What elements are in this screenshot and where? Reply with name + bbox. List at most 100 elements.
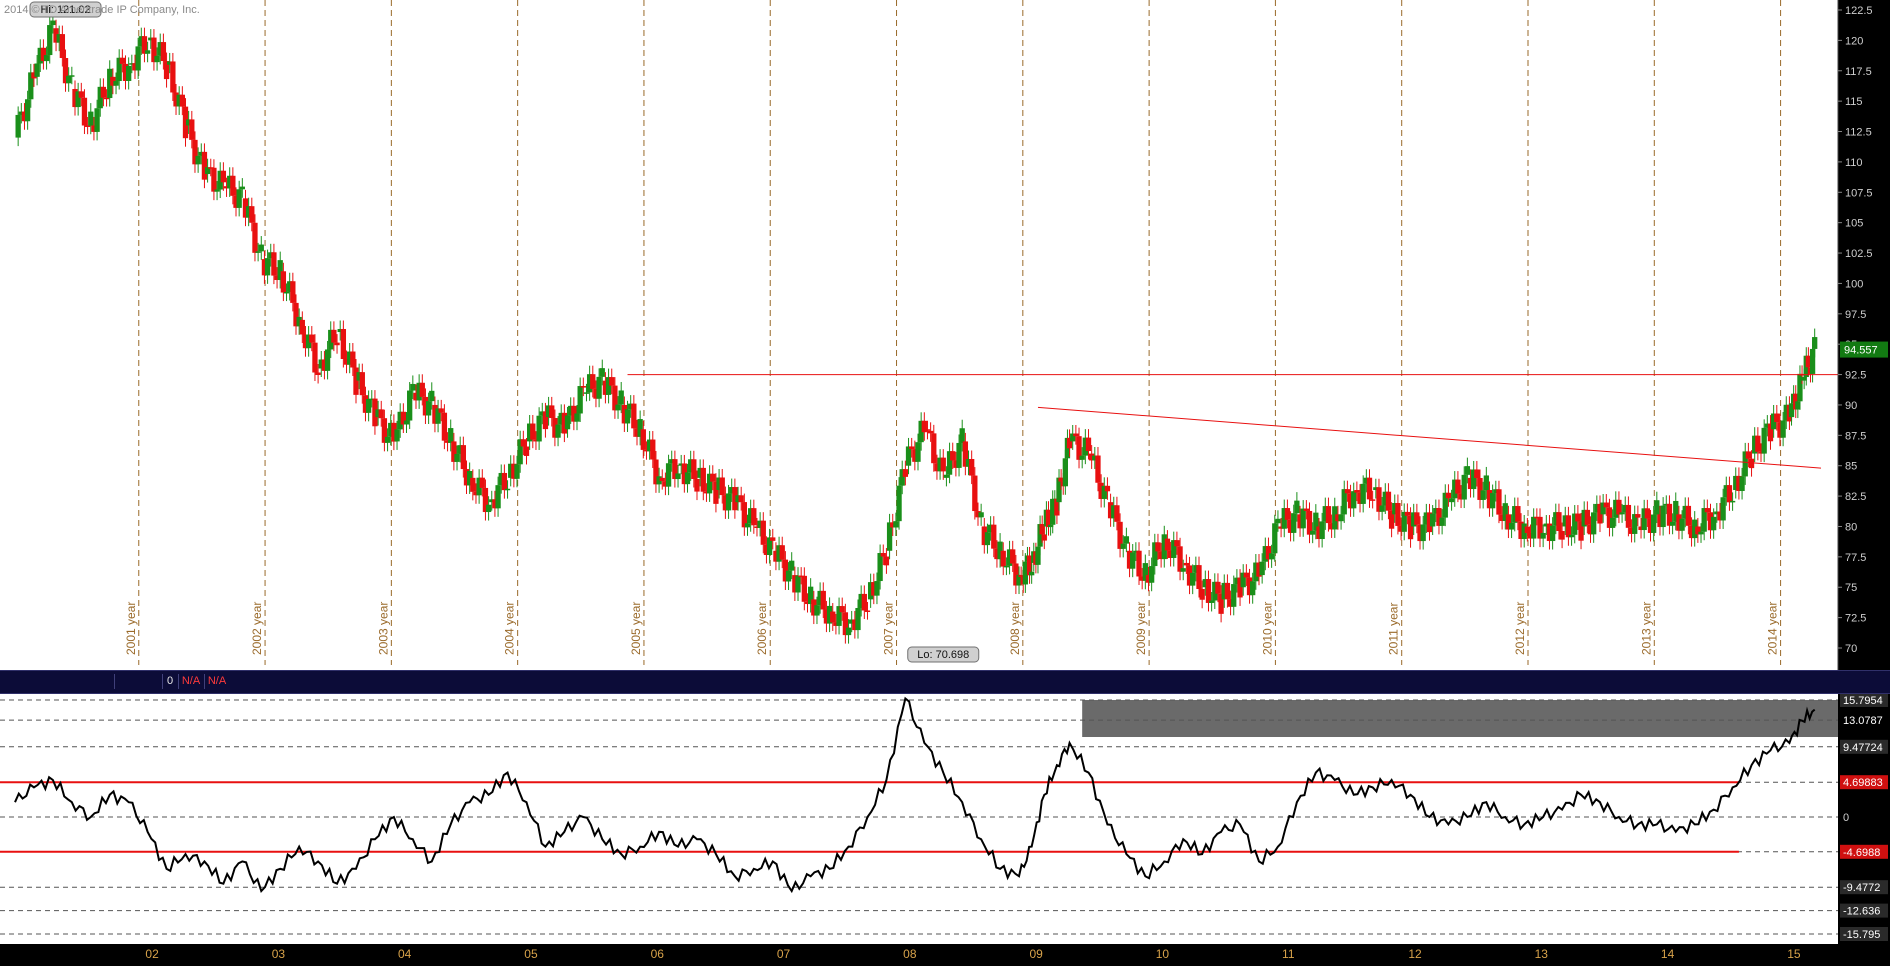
year-gridlines — [138, 0, 1782, 665]
candle-body — [637, 419, 643, 437]
candle-body — [915, 442, 921, 462]
candle-body — [1801, 377, 1807, 381]
year-label: 2001 year — [124, 602, 138, 655]
oscillator-axis-label-neg3: -9.4772 — [1843, 882, 1880, 894]
candle-body — [883, 556, 890, 566]
candle-body — [1647, 518, 1654, 533]
candle-body — [880, 553, 886, 557]
price-axis-label: 112.5 — [1845, 127, 1872, 139]
candle-body — [700, 467, 706, 492]
candle-body — [318, 359, 324, 369]
candle-body — [669, 459, 675, 464]
candle-body — [1682, 505, 1688, 519]
oscillator-axis-label-upper_band: 13.0787 — [1843, 715, 1883, 727]
candle-body — [1335, 514, 1341, 522]
candle-body — [984, 532, 991, 546]
candle-body — [1518, 521, 1524, 539]
candle-body — [50, 20, 56, 26]
candle-body — [1050, 498, 1056, 525]
candle-body — [72, 88, 78, 108]
candle-body — [315, 372, 321, 375]
candle-body — [1186, 565, 1193, 586]
candle-body — [909, 446, 915, 450]
candle-body — [1688, 525, 1695, 539]
price-axis-label: 115 — [1845, 96, 1863, 108]
oscillator-axis-box-neg3 — [1840, 880, 1888, 895]
year-label: 2013 year — [1639, 602, 1653, 655]
candle-body — [558, 412, 564, 425]
candle-body — [359, 372, 365, 396]
candle-body — [353, 367, 359, 395]
candle-body — [1480, 490, 1486, 500]
candle-body — [1540, 532, 1546, 539]
candle-body — [1332, 506, 1338, 530]
candle-body — [1136, 550, 1142, 577]
candle-body — [1812, 337, 1818, 349]
candle-body — [725, 493, 732, 511]
candle-body — [460, 445, 466, 470]
candle-body — [470, 477, 476, 492]
candle-body — [113, 81, 119, 86]
candle-body — [1764, 423, 1770, 428]
candle-body — [1231, 584, 1237, 607]
candle-body — [97, 86, 103, 109]
candle-body — [1452, 479, 1458, 499]
candle-body — [1246, 577, 1253, 596]
time-axis-strip — [0, 944, 1890, 966]
candle-body — [741, 502, 747, 528]
candle-body — [47, 25, 53, 56]
candle-body — [583, 392, 590, 394]
candle-body — [1058, 477, 1064, 482]
year-label: 2009 year — [1134, 602, 1148, 655]
candle-body — [536, 415, 542, 442]
candle-body — [599, 368, 605, 377]
candle-body — [1625, 504, 1632, 528]
candle-body — [978, 512, 984, 518]
candle-body — [688, 459, 694, 473]
year-label: 2002 year — [250, 602, 264, 655]
candle-body — [1556, 512, 1562, 531]
candle-body — [1297, 514, 1303, 529]
candle-body — [1045, 509, 1052, 528]
candle-body — [31, 72, 37, 79]
candle-body — [1603, 502, 1609, 508]
candle-body — [1344, 489, 1351, 494]
time-axis-label: 09 — [1029, 947, 1043, 961]
candle-body — [141, 36, 148, 54]
candle-body — [290, 281, 296, 303]
candle-body — [277, 260, 283, 281]
candle-body — [1723, 485, 1729, 498]
header-cell-blank-1 — [114, 674, 161, 689]
candle-body — [1070, 433, 1076, 442]
candle-body — [1755, 435, 1761, 452]
candle-body — [1733, 475, 1739, 491]
time-axis-label: 08 — [903, 947, 917, 961]
candle-body — [1003, 565, 1010, 568]
candle-body — [801, 575, 807, 602]
price-axis-label: 77.5 — [1845, 552, 1866, 564]
candle-body — [586, 374, 593, 393]
candle-body — [972, 475, 978, 512]
candle-body — [1600, 502, 1606, 515]
candle-body — [88, 111, 94, 126]
time-axis-label: 15 — [1787, 947, 1801, 961]
candle-body — [1006, 549, 1013, 566]
candle-body — [129, 63, 135, 65]
candle-body — [1401, 511, 1407, 532]
candle-body — [1788, 403, 1795, 418]
candle-body — [1120, 543, 1126, 549]
candle-body — [1515, 506, 1521, 522]
price-axis-label: 90 — [1845, 400, 1857, 412]
candle-body — [665, 463, 672, 487]
candle-body — [874, 581, 880, 596]
candle-body — [1729, 500, 1736, 503]
candle-body — [1493, 489, 1499, 494]
candle-body — [1628, 527, 1635, 534]
candle-body — [220, 170, 227, 183]
candle-body — [646, 439, 653, 452]
candle-body — [877, 553, 883, 582]
candle-body — [476, 477, 482, 496]
candle-body — [1234, 577, 1240, 585]
candle-body — [1325, 506, 1332, 524]
candle-body — [820, 590, 826, 610]
